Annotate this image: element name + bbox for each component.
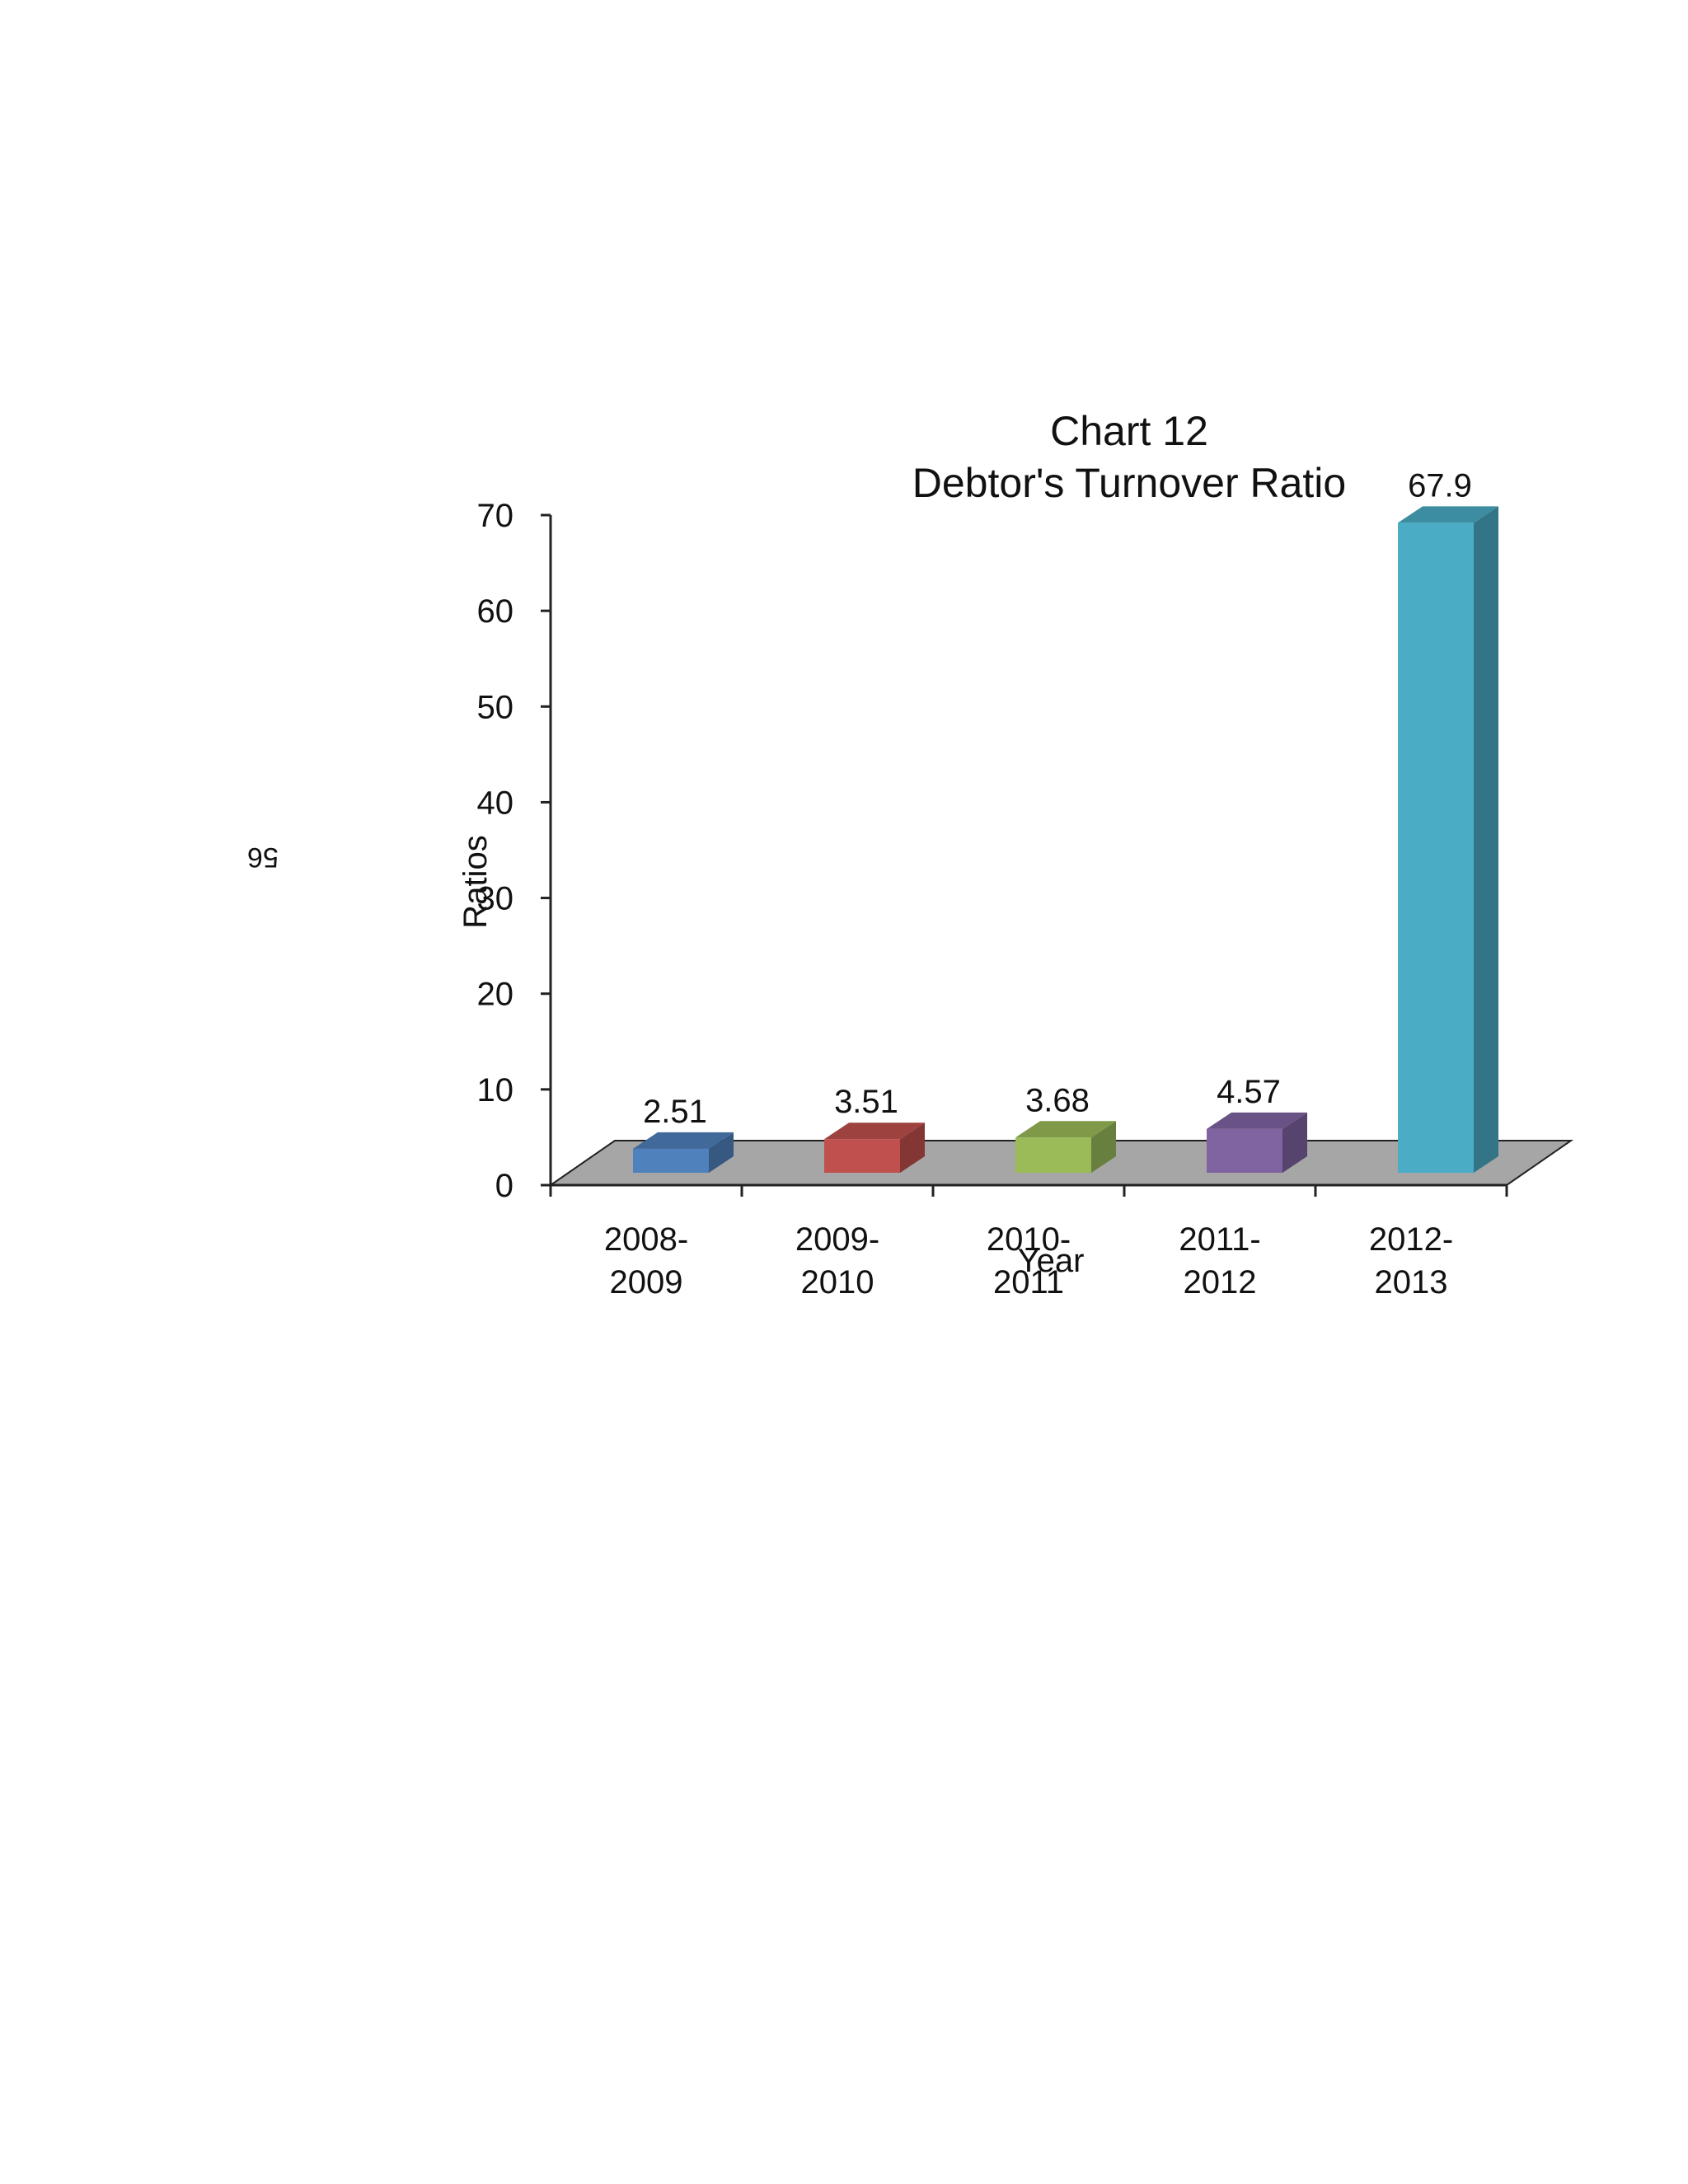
data-label: 3.51: [834, 1084, 898, 1120]
bar-side: [709, 1132, 734, 1173]
bar: [633, 1132, 734, 1173]
bar-top: [633, 1132, 734, 1149]
bar-top: [1015, 1121, 1116, 1138]
bar-top: [824, 1122, 925, 1140]
data-label: 3.68: [1025, 1082, 1090, 1118]
x-tick-label: 2011-: [1179, 1221, 1260, 1258]
x-tick-label: 2010-: [987, 1221, 1071, 1258]
data-label: 4.57: [1217, 1074, 1281, 1110]
bar-side: [900, 1122, 925, 1173]
y-tick-label: 30: [477, 881, 514, 917]
y-tick-label: 0: [495, 1168, 513, 1204]
data-label: 2.51: [643, 1094, 707, 1130]
y-axis-label: Ratios: [457, 835, 494, 928]
x-tick-label: 2010: [801, 1264, 874, 1301]
bar-side: [1474, 506, 1498, 1173]
bar-front: [1398, 523, 1474, 1173]
x-tick-label: 2013: [1375, 1264, 1448, 1301]
bar: [824, 1122, 925, 1173]
chart-bars: [633, 506, 1498, 1173]
chart-axes: 0 10 20 30 40 50 60 70 2008- 2009 2009- 2010 2010- 20…: [477, 498, 1508, 1301]
y-tick-label: 20: [477, 977, 514, 1013]
x-tick-label: 2008-: [604, 1221, 688, 1258]
bar-front: [1207, 1128, 1282, 1173]
y-tick-label: 50: [477, 689, 514, 725]
bar-top: [1207, 1112, 1307, 1129]
y-tick-label: 60: [477, 593, 514, 630]
chart-data-labels: 2.51 3.51 3.68 4.57 67.9: [643, 467, 1472, 1129]
x-tick-label: 2012: [1184, 1264, 1257, 1301]
bar-front: [633, 1148, 709, 1173]
x-tick-label: 2009: [610, 1264, 683, 1301]
x-tick-label: 2009-: [795, 1221, 879, 1258]
bar: [1015, 1121, 1116, 1173]
chart-title-line2: Debtor's Turnover Ratio: [912, 460, 1346, 506]
x-tick-label: 2011: [993, 1264, 1064, 1301]
x-axis-label: Year: [1018, 1243, 1085, 1279]
data-label: 67.9: [1408, 467, 1472, 504]
bar-top: [1398, 506, 1498, 523]
bar: [1398, 506, 1498, 1173]
y-tick-label: 70: [477, 498, 514, 534]
y-tick-label: 40: [477, 785, 514, 821]
bar-front: [824, 1139, 900, 1173]
y-tick-label: 10: [477, 1072, 514, 1108]
bar: [1207, 1112, 1307, 1173]
bar-side: [1091, 1121, 1116, 1173]
chart-title-line1: Chart 12: [1050, 408, 1208, 454]
bar-front: [1015, 1137, 1091, 1173]
x-tick-label: 2012-: [1369, 1221, 1453, 1258]
bar-side: [1282, 1112, 1307, 1173]
